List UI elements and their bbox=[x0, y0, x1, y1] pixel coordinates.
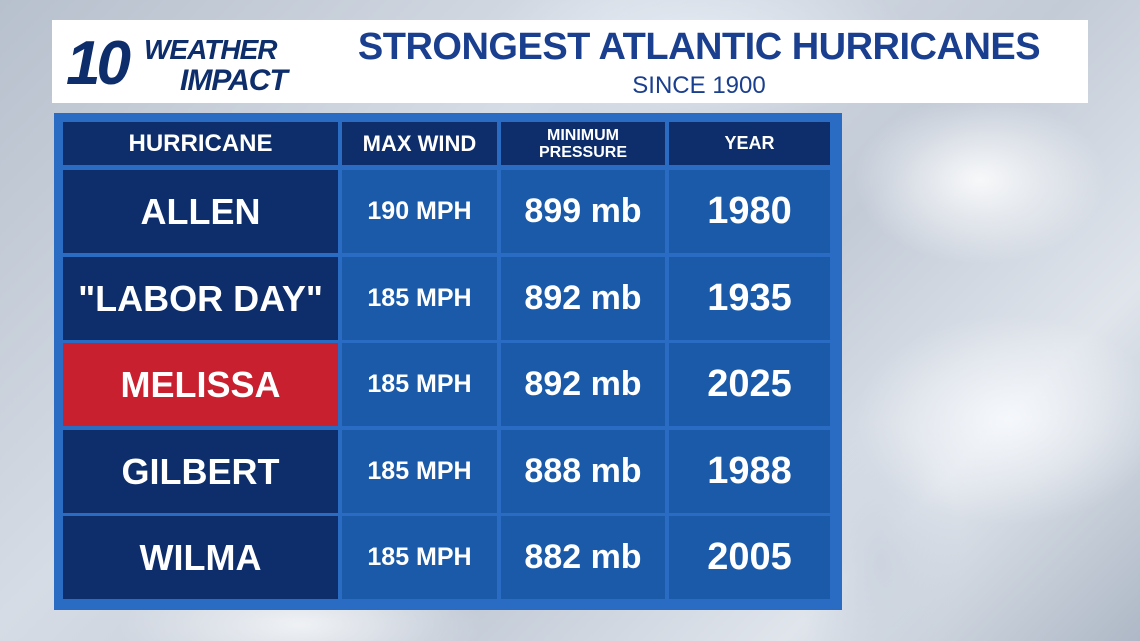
table-cell: 2005 bbox=[669, 516, 830, 599]
table-cell: 190 MPH bbox=[342, 170, 497, 253]
logo-number: 10 bbox=[66, 29, 131, 98]
table-cell: 185 MPH bbox=[342, 257, 497, 340]
table-cell: 882 mb bbox=[501, 516, 665, 599]
table: HURRICANE MAX WIND MINIMUM PRESSURE YEAR ALL… bbox=[54, 113, 842, 610]
column-header: MAX WIND bbox=[342, 122, 497, 165]
table-cell: 185 MPH bbox=[342, 430, 497, 513]
logo-text: IMPACT bbox=[180, 64, 288, 97]
table-cell: 2025 bbox=[669, 343, 830, 426]
column-header: HURRICANE bbox=[63, 122, 338, 165]
table-cell: ALLEN bbox=[63, 170, 338, 253]
table-cell: GILBERT bbox=[63, 430, 338, 513]
table-cell: MELISSA bbox=[63, 343, 338, 426]
title: STRONGEST ATLANTIC HURRICANES bbox=[357, 26, 1041, 68]
table-cell: 1988 bbox=[669, 430, 830, 513]
table-cell: 1980 bbox=[669, 170, 830, 253]
table-cell: 888 mb bbox=[501, 430, 665, 513]
column-header: MINIMUM PRESSURE bbox=[501, 122, 665, 165]
table-cell: WILMA bbox=[63, 516, 338, 599]
table-cell: 185 MPH bbox=[342, 516, 497, 599]
column-header: YEAR bbox=[669, 122, 830, 165]
table-cell: 1935 bbox=[669, 257, 830, 340]
banner: 10 WEATHER IMPACT STRONGEST ATLANTIC HUR… bbox=[52, 20, 1088, 103]
table-cell: "LABOR DAY" bbox=[63, 257, 338, 340]
table-cell: 892 mb bbox=[501, 343, 665, 426]
logo-text: WEATHER bbox=[144, 34, 277, 65]
subtitle: SINCE 1900 bbox=[632, 72, 766, 99]
table-cell: 185 MPH bbox=[342, 343, 497, 426]
table-cell: 899 mb bbox=[501, 170, 665, 253]
table-cell: 892 mb bbox=[501, 257, 665, 340]
